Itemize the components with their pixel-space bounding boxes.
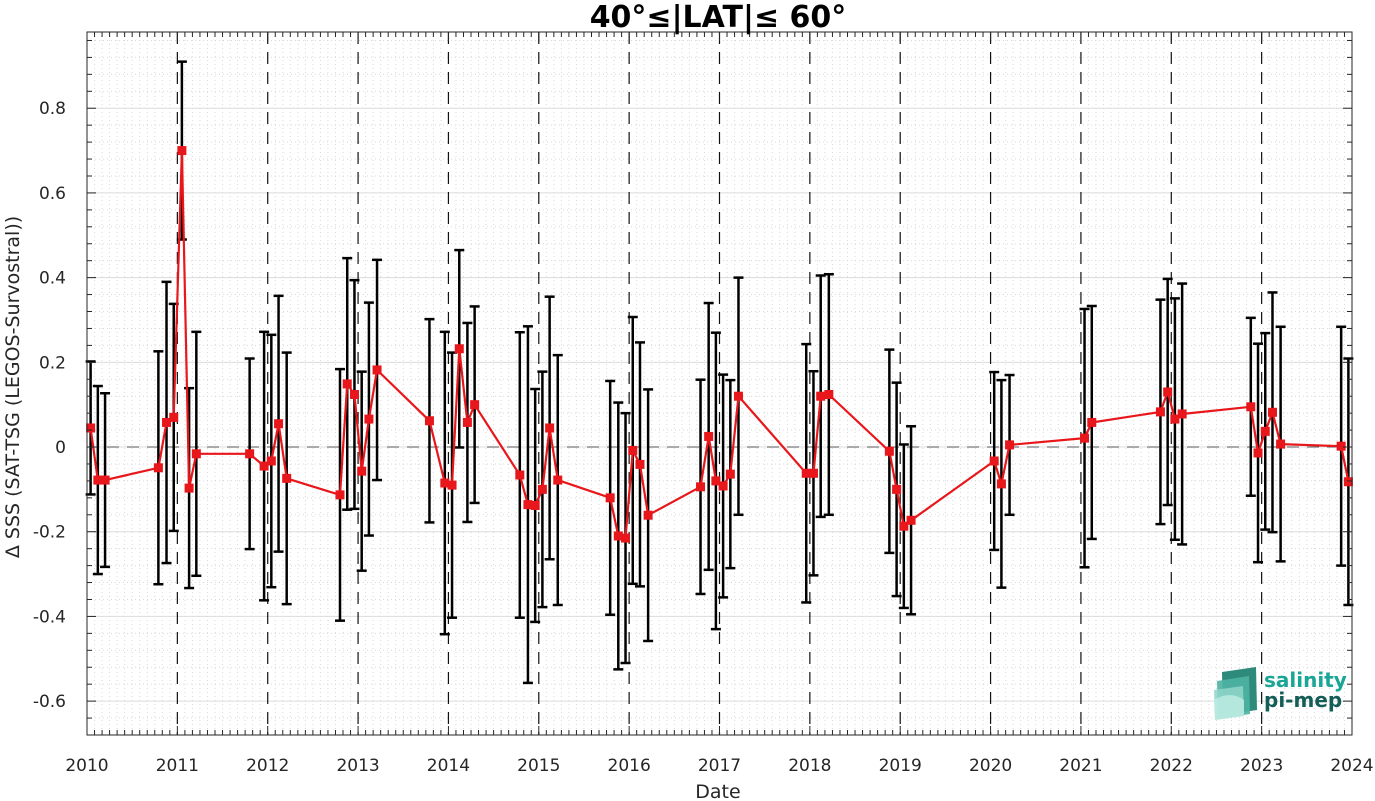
data-point-marker (1163, 387, 1173, 397)
x-tick-label: 2017 (698, 756, 741, 776)
axis-ticks (86, 32, 1353, 736)
data-point-marker (462, 417, 472, 427)
data-point-marker (605, 493, 615, 503)
y-axis-title: Δ SSS (SAT-TSG (LEGOS-Survostral)) (2, 216, 24, 558)
data-point-marker (266, 456, 276, 466)
x-tick-labels: 2010 2011 2012 2013 2014 2015 2016 2017 2018 2019… (65, 756, 1373, 776)
data-point-marker (545, 423, 555, 433)
data-point-marker (899, 521, 909, 531)
data-point-marker (643, 510, 653, 520)
data-point-marker (884, 446, 894, 456)
data-point-marker (733, 391, 743, 401)
data-point-marker (808, 468, 818, 478)
data-point-marker (169, 412, 179, 422)
data-point-marker (447, 480, 457, 490)
x-tick-label: 2019 (879, 756, 922, 776)
x-tick-label: 2024 (1330, 756, 1373, 776)
data-point-marker (906, 515, 916, 525)
y-tick-label: 0.4 (39, 269, 66, 289)
data-point-marker (335, 490, 345, 500)
data-point-marker (470, 400, 480, 410)
x-tick-label: 2022 (1150, 756, 1193, 776)
y-tick-label: 0.8 (39, 99, 66, 119)
data-point-marker (282, 473, 292, 483)
data-point-marker (259, 461, 269, 471)
data-point-marker (711, 476, 721, 486)
data-point-marker (1155, 407, 1165, 417)
data-point-marker (274, 419, 284, 429)
data-point-marker (530, 500, 540, 510)
data-point-marker (725, 469, 735, 479)
data-point-marker (1336, 441, 1346, 451)
x-tick-label: 2023 (1240, 756, 1283, 776)
y-tick-label: 0.6 (39, 184, 66, 204)
x-tick-label: 2021 (1059, 756, 1102, 776)
x-tick-label: 2013 (336, 756, 379, 776)
data-point-marker (454, 344, 464, 354)
y-tick-label: -0.4 (33, 607, 66, 627)
data-point-marker (191, 449, 201, 459)
year-separators (176, 32, 1263, 735)
data-point-marker (424, 416, 434, 426)
data-point-marker (100, 475, 110, 485)
data-point-marker (1177, 409, 1187, 419)
data-point-marker (245, 449, 255, 459)
y-tick-labels: -0.6 -0.4 -0.2 0 0.2 0.4 0.6 0.8 (33, 99, 66, 712)
x-tick-label: 2015 (517, 756, 560, 776)
data-point-marker (1276, 439, 1286, 449)
data-point-marker (177, 146, 187, 156)
data-point-marker (1253, 448, 1263, 458)
data-point-marker (162, 417, 172, 427)
y-tick-label: 0.2 (39, 353, 66, 373)
x-tick-label: 2020 (969, 756, 1012, 776)
data-point-marker (1005, 440, 1015, 450)
data-point-marker (372, 365, 382, 375)
x-tick-label: 2014 (427, 756, 470, 776)
data-point-marker (996, 479, 1006, 489)
data-point-marker (1080, 433, 1090, 443)
data-point-marker (1343, 477, 1353, 487)
data-point-marker (342, 379, 352, 389)
data-point-marker (628, 445, 638, 455)
data-point-marker (349, 390, 359, 400)
data-point-marker (515, 470, 525, 480)
x-axis-title: Date (695, 781, 740, 801)
data-point-marker (1087, 417, 1097, 427)
data-point-marker (357, 466, 367, 476)
x-tick-label: 2011 (156, 756, 199, 776)
y-tick-label: -0.2 (33, 523, 66, 543)
data-point-marker (1170, 414, 1180, 424)
data-point-marker (824, 390, 834, 400)
data-point-marker (1260, 426, 1270, 436)
data-point-marker (704, 431, 714, 441)
x-tick-label: 2016 (608, 756, 651, 776)
data-point-marker (621, 533, 631, 543)
data-point-marker (816, 391, 826, 401)
x-tick-label: 2018 (788, 756, 831, 776)
chart-title: 40°≤|LAT|≤ 60° (590, 0, 847, 35)
logo-text-pimep: pi-mep (1264, 688, 1342, 712)
data-point-marker (1246, 402, 1256, 412)
logo-text-salinity: salinity (1264, 668, 1347, 692)
y-tick-label: -0.6 (33, 692, 66, 712)
data-point-marker (989, 456, 999, 466)
logo-mark-icon (1214, 667, 1257, 720)
data-point-marker (153, 463, 163, 473)
data-point-marker (184, 483, 194, 493)
salinity-pimep-logo: salinity pi-mep (1214, 667, 1347, 720)
y-tick-label: 0 (55, 438, 66, 458)
data-point-marker (718, 481, 728, 491)
x-tick-label: 2010 (65, 756, 108, 776)
data-point-marker (892, 484, 902, 494)
data-point-marker (86, 423, 96, 433)
data-point-marker (1267, 407, 1277, 417)
data-point-marker (537, 484, 547, 494)
x-tick-label: 2012 (246, 756, 289, 776)
data-point-marker (553, 475, 563, 485)
data-point-marker (635, 459, 645, 469)
data-point-marker (696, 482, 706, 492)
data-point-marker (364, 414, 374, 424)
series-markers (86, 146, 1353, 543)
